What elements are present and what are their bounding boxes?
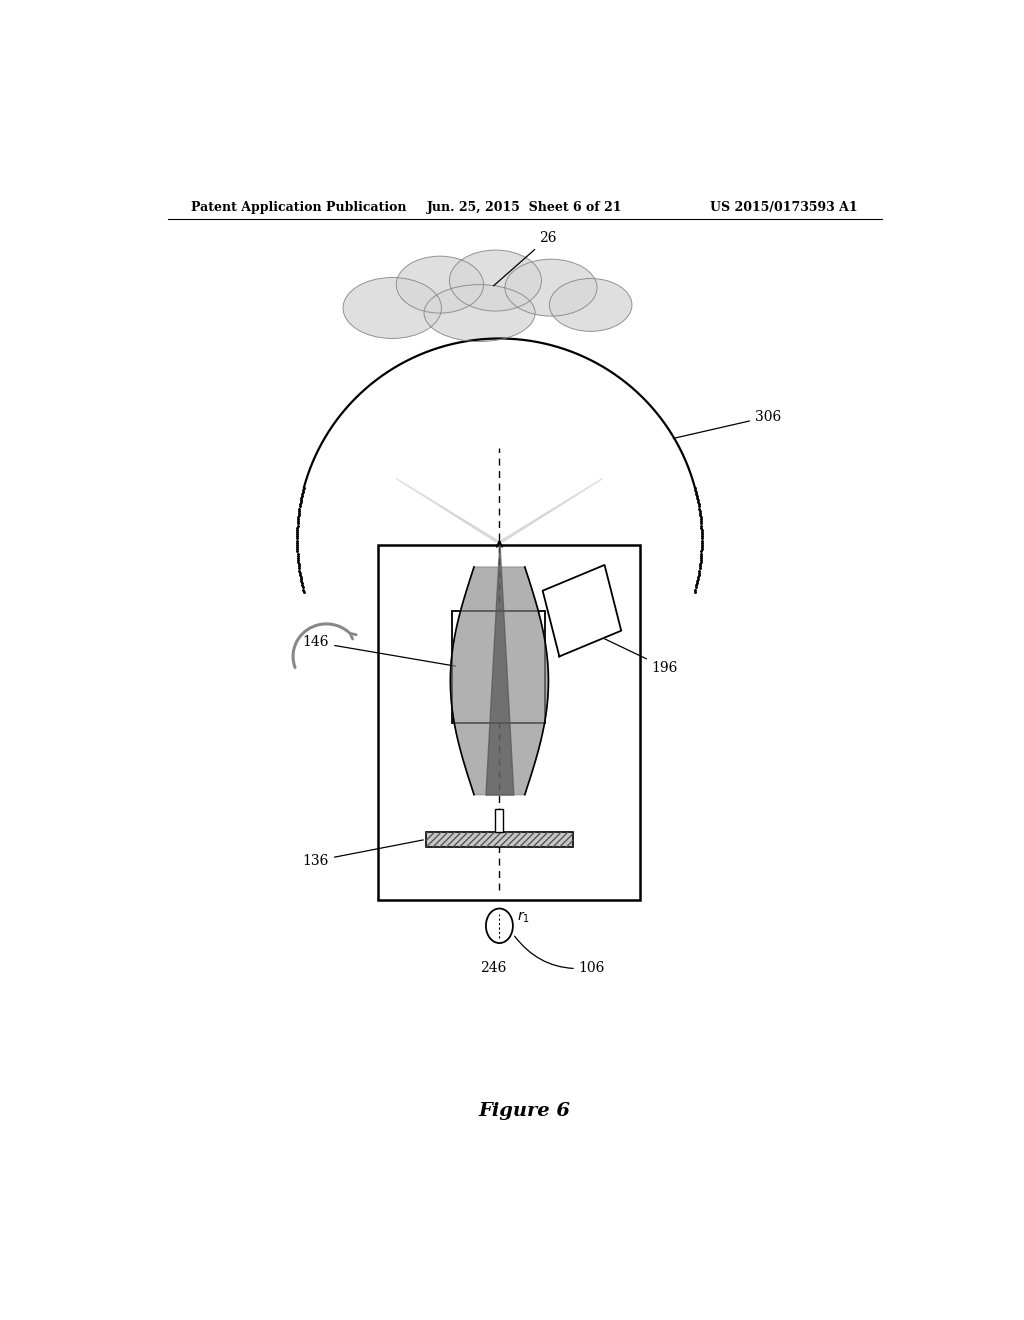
Text: Patent Application Publication: Patent Application Publication [191,201,407,214]
Text: 306: 306 [674,409,781,438]
Ellipse shape [424,285,536,342]
Polygon shape [543,565,622,656]
Bar [452,611,546,722]
Text: 196: 196 [591,632,678,675]
Text: 26: 26 [494,231,557,286]
Text: 106: 106 [514,936,605,974]
Polygon shape [500,479,602,541]
Text: $r_1$: $r_1$ [517,909,529,925]
Ellipse shape [396,256,483,313]
Text: 246: 246 [479,961,506,974]
Ellipse shape [343,277,441,338]
Bar [426,832,572,847]
Bar [426,832,572,847]
Ellipse shape [505,259,597,315]
Text: 136: 136 [303,840,423,867]
Ellipse shape [450,249,542,312]
Text: US 2015/0173593 A1: US 2015/0173593 A1 [711,201,858,214]
Text: Jun. 25, 2015  Sheet 6 of 21: Jun. 25, 2015 Sheet 6 of 21 [427,201,623,214]
Polygon shape [451,568,549,795]
Circle shape [486,908,513,942]
Polygon shape [396,479,500,541]
Text: 146: 146 [303,635,456,667]
Bar [378,545,640,900]
Text: Figure 6: Figure 6 [479,1102,570,1119]
Ellipse shape [550,279,632,331]
Bar [496,809,504,832]
